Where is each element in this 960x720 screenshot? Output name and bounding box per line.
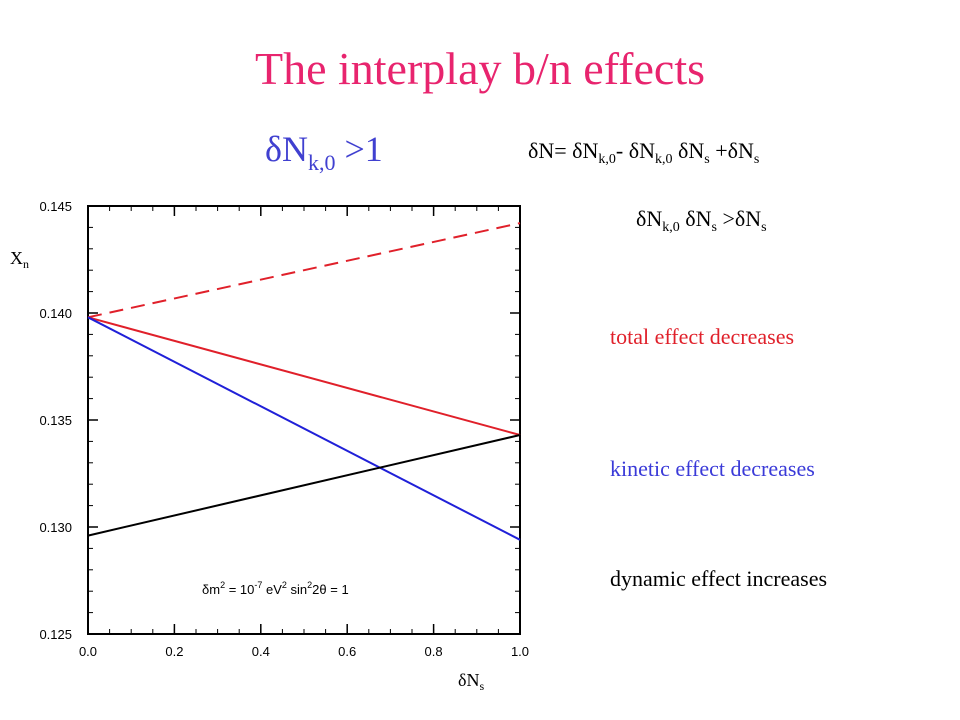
eq-part: - δN bbox=[615, 138, 656, 163]
x-tick-label: 0.8 bbox=[425, 644, 443, 659]
eq-part: +δN bbox=[709, 138, 754, 163]
note-dynamic-effect: dynamic effect increases bbox=[610, 566, 828, 591]
eq-sub: s bbox=[753, 152, 760, 167]
equation-total: δN= δNk,0- δNk,0 δNs +δNs bbox=[528, 138, 759, 168]
series-line-2 bbox=[87, 316, 521, 541]
condition-text: >1 bbox=[335, 129, 383, 169]
series-line-1 bbox=[87, 316, 521, 436]
eq-sub: s bbox=[711, 220, 717, 235]
x-tick-label: 1.0 bbox=[511, 644, 529, 659]
y-tick-label: 0.140 bbox=[39, 306, 72, 321]
note-total-effect: total effect decreases bbox=[610, 324, 795, 349]
equation-inequality: δNk,0 δNs >δNs bbox=[636, 206, 767, 236]
x-tick-label: 0.0 bbox=[79, 644, 97, 659]
y-tick-label: 0.145 bbox=[39, 199, 72, 214]
eq-part: δN bbox=[679, 206, 712, 231]
parameter-annotation: δm2 = 10-7 eV2 sin22θ = 1 bbox=[202, 580, 349, 597]
eq-sub: k,0 bbox=[598, 152, 616, 167]
n-symbol: N bbox=[281, 129, 308, 169]
delta-symbol: δ bbox=[265, 129, 282, 169]
y-tick-label: 0.125 bbox=[39, 627, 72, 642]
page-title: The interplay b/n effects bbox=[254, 43, 706, 94]
y-axis-label: Xn bbox=[10, 248, 29, 271]
condition-heading: δNk,0 >1 bbox=[265, 128, 383, 176]
note-kinetic-effect: kinetic effect decreases bbox=[610, 456, 815, 481]
subscript: k,0 bbox=[307, 150, 336, 175]
x-tick-label: 0.2 bbox=[165, 644, 183, 659]
eq-sub: s bbox=[761, 220, 767, 235]
eq-part: δN bbox=[636, 206, 663, 231]
series-group bbox=[87, 222, 521, 541]
axis-ticks: 0.0 0.2 0.4 0.6 0.8 1.0 0.125 0.130 0.135 0.140 0.… bbox=[39, 199, 529, 659]
eq-part: >δN bbox=[716, 206, 762, 231]
y-tick-label: 0.130 bbox=[39, 520, 72, 535]
x-axis-label: δNs bbox=[458, 670, 484, 693]
y-tick-label: 0.135 bbox=[39, 413, 72, 428]
eq-part: δN bbox=[672, 138, 705, 163]
eq-sub: k,0 bbox=[662, 220, 680, 235]
series-line-0 bbox=[87, 222, 521, 319]
x-tick-label: 0.4 bbox=[252, 644, 270, 659]
eq-sub: s bbox=[704, 152, 710, 167]
series-line-3 bbox=[87, 434, 521, 537]
x-tick-label: 0.6 bbox=[338, 644, 356, 659]
eq-sub: k,0 bbox=[655, 152, 673, 167]
eq-part: δN= δN bbox=[528, 138, 599, 163]
